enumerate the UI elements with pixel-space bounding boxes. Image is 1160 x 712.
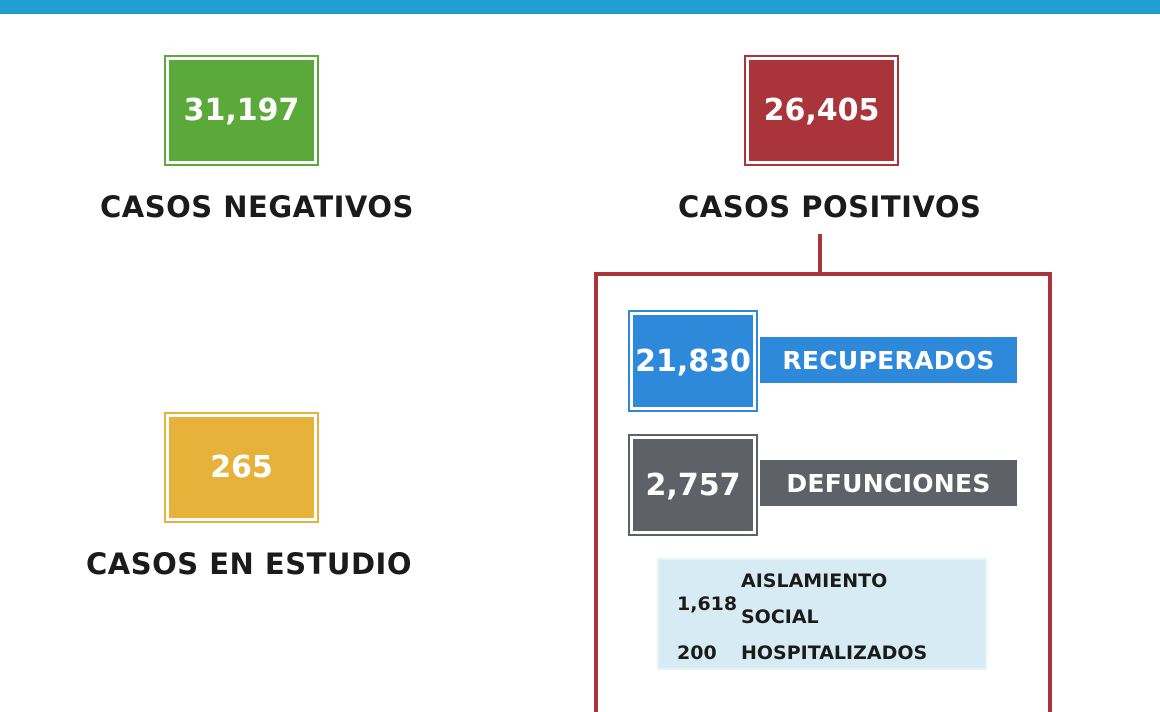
negative-cases-label: CASOS NEGATIVOS — [100, 190, 414, 224]
deaths-count: 2,757 — [628, 434, 758, 536]
deaths-label: DEFUNCIONES — [760, 460, 1017, 506]
positive-cases-label: CASOS POSITIVOS — [678, 190, 982, 224]
social-isolation-count: 1,618 — [677, 593, 738, 615]
cases-under-study-label: CASOS EN ESTUDIO — [86, 547, 412, 581]
positive-cases-breakdown-panel — [594, 272, 1052, 712]
active-cases-detail: 1,618 AISLAMIENTO SOCIAL 200 HOSPITALIZA… — [657, 558, 987, 670]
negative-cases-count: 31,197 — [164, 55, 319, 166]
recovered-label: RECUPERADOS — [760, 337, 1017, 383]
recovered-count: 21,830 — [628, 310, 758, 412]
hospitalized-label: HOSPITALIZADOS — [741, 642, 928, 664]
hospitalized-count: 200 — [677, 642, 717, 664]
social-isolation-label-line1: AISLAMIENTO — [741, 570, 888, 592]
positive-cases-count: 26,405 — [744, 55, 899, 166]
top-banner-bar — [0, 0, 1160, 14]
positive-cases-connector — [818, 234, 822, 274]
social-isolation-label-line2: SOCIAL — [741, 606, 819, 628]
cases-under-study-count: 265 — [164, 412, 319, 523]
